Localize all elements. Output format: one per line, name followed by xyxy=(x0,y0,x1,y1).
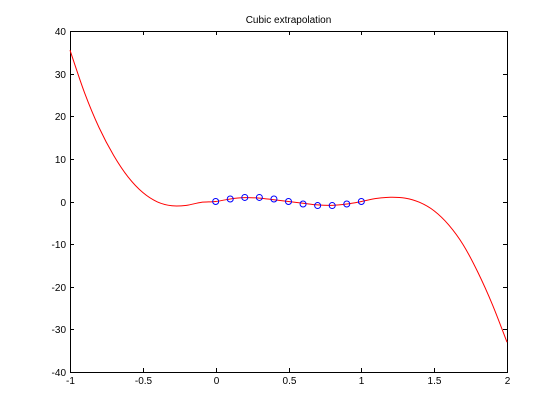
x-tick-label: 0.5 xyxy=(283,376,297,387)
data-point xyxy=(299,200,307,208)
x-tick-label: 1 xyxy=(359,376,365,387)
y-tick-label: 40 xyxy=(55,27,67,38)
y-tick-label: -10 xyxy=(52,240,67,251)
y-tick-label: -40 xyxy=(52,368,67,379)
x-tick-label: 0 xyxy=(214,376,220,387)
data-point xyxy=(241,193,249,201)
series-line xyxy=(69,50,508,343)
y-tick-label: -20 xyxy=(52,283,67,294)
data-point xyxy=(212,198,220,205)
y-tick-label: 30 xyxy=(55,70,67,81)
x-tick-label: 2 xyxy=(505,376,511,387)
y-tick-label: -30 xyxy=(52,325,67,336)
data-point xyxy=(255,193,263,201)
x-tick-label: 1.5 xyxy=(428,376,442,387)
x-tick-label: -1 xyxy=(66,376,75,387)
data-point xyxy=(226,195,234,203)
data-point xyxy=(285,198,292,205)
data-point xyxy=(328,202,336,210)
y-tick-label: 10 xyxy=(55,155,67,166)
y-axis: -40 -30 -20 -10 0 10 20 30 40 xyxy=(52,27,507,379)
y-tick-label: 20 xyxy=(55,112,67,123)
x-tick-label: -0.5 xyxy=(135,376,153,387)
chart-title: Cubic extrapolation xyxy=(246,15,332,26)
series-layer xyxy=(69,50,508,343)
y-tick-label: 0 xyxy=(60,198,66,209)
data-point xyxy=(343,200,351,208)
x-axis: -1 -0.5 0 0.5 1 1.5 2 xyxy=(66,31,511,387)
data-point xyxy=(314,202,322,210)
data-point xyxy=(270,195,278,203)
data-point xyxy=(357,198,365,205)
